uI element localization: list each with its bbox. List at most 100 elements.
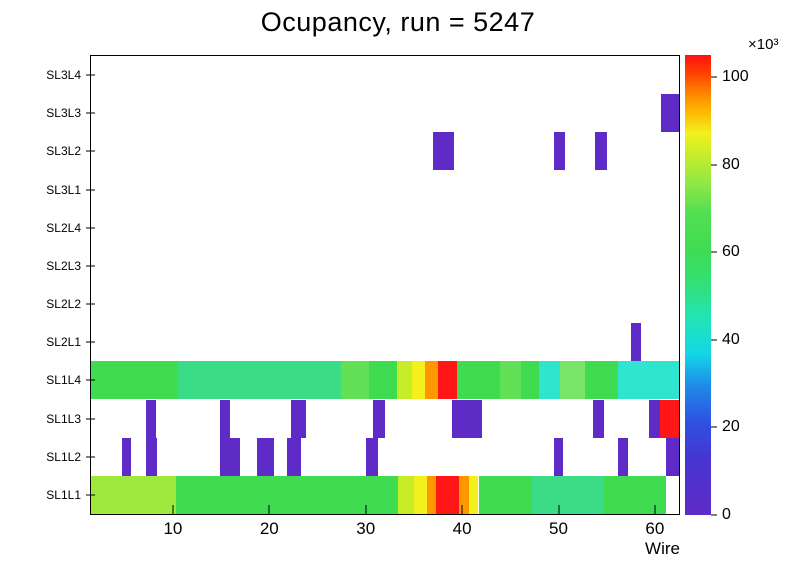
colorbar-multiplier: ×10³ [748, 36, 779, 53]
heatmap-cell [373, 399, 385, 438]
y-axis-label-sl1l3: SL1L3 [46, 411, 81, 426]
heatmap-cell [411, 361, 425, 400]
y-axis-tick [86, 303, 95, 305]
heatmap-cell [539, 361, 561, 400]
colorbar-tick [711, 76, 717, 78]
heatmap-cell [603, 475, 666, 514]
y-axis-tick [86, 456, 95, 458]
heatmap-cell [659, 399, 679, 438]
heatmap-cell [256, 437, 275, 476]
y-axis-label-sl2l4: SL2L4 [46, 220, 81, 235]
y-axis-tick [86, 112, 95, 114]
heatmap-cell [427, 475, 437, 514]
heatmap-cell [413, 475, 428, 514]
heatmap-cell [365, 437, 379, 476]
heatmap-cell [220, 437, 241, 476]
x-axis-tick-label: 40 [452, 519, 472, 538]
x-axis-tick [654, 505, 656, 514]
y-axis-tick [86, 189, 95, 191]
y-axis-tick [86, 341, 95, 343]
y-axis-label-sl1l4: SL1L4 [46, 373, 81, 388]
y-axis-label-sl3l1: SL3L1 [46, 182, 81, 197]
plot-area: SL1L1 SL1L2 SL1L3 SL1L4 SL2L1 SL2L2 SL2L3 SL2L4… [46, 55, 680, 538]
x-axis-tick-label: 10 [163, 519, 183, 538]
heatmap-cell [593, 399, 604, 438]
colorbar-tick [711, 514, 717, 516]
heatmap-cell [618, 437, 628, 476]
y-axis-label-sl3l4: SL3L4 [46, 68, 81, 83]
x-axis-tick [461, 505, 463, 514]
chart-title: Ocupancy, run = 5247 [260, 7, 536, 37]
y-axis-tick [86, 494, 95, 496]
heatmap-cell [177, 361, 341, 400]
colorbar-tick [711, 339, 717, 341]
y-axis-tick [86, 227, 95, 229]
x-axis-title: Wire [645, 539, 680, 558]
heatmap-cell [520, 361, 540, 400]
heatmap-cell [665, 437, 679, 476]
heatmap-cell [424, 361, 438, 400]
heatmap-cell [286, 437, 302, 476]
y-axis-label-sl3l2: SL3L2 [46, 144, 81, 159]
heatmap-cell [145, 437, 157, 476]
heatmap-cell [553, 437, 564, 476]
colorbar-tick-label: 80 [722, 155, 740, 173]
heatmap-cell [630, 323, 642, 362]
heatmap-cell [220, 399, 230, 438]
x-axis-tick [558, 505, 559, 514]
heatmap-cell [175, 475, 399, 514]
heatmap-cell [438, 361, 458, 400]
colorbar-tick [711, 164, 717, 166]
heatmap-cell [121, 437, 132, 476]
heatmap-cell [433, 132, 455, 171]
heatmap-cell [618, 361, 679, 400]
y-axis-label-sl1l1: SL1L1 [46, 487, 81, 502]
colorbar-gradient [685, 55, 711, 515]
colorbar-tick [711, 251, 717, 253]
heatmap-cell [436, 475, 460, 514]
heatmap-cell [91, 361, 178, 400]
heatmap-cell [478, 475, 532, 514]
y-axis-tick [86, 150, 95, 152]
heatmap-cell [91, 475, 176, 514]
colorbar-tick-label: 40 [722, 330, 740, 348]
y-axis-tick [86, 418, 95, 420]
colorbar-tick-label: 60 [722, 243, 740, 261]
heatmap-cell [595, 132, 607, 171]
heatmap-cell [649, 399, 660, 438]
heatmap-cell [340, 361, 369, 400]
heatmap-cell [468, 475, 479, 514]
x-axis-tick [172, 505, 174, 514]
heatmap-cell [660, 94, 679, 133]
heatmap-cell [584, 361, 619, 400]
x-axis-tick [268, 505, 270, 514]
y-axis-tick [86, 379, 95, 381]
x-axis-tick-label: 60 [645, 519, 665, 538]
x-axis-tick-label: 50 [549, 519, 568, 538]
heatmap-cell [531, 475, 604, 514]
heatmap-cell [291, 399, 306, 438]
y-axis-label-sl2l3: SL2L3 [46, 258, 81, 273]
heatmap-cell [396, 361, 412, 400]
colorbar-tick-label: 100 [722, 67, 749, 85]
y-axis-label-sl1l2: SL1L2 [46, 449, 81, 464]
colorbar-area: 0 20 40 60 80 100 [685, 55, 795, 523]
x-axis-tick [365, 505, 367, 514]
colorbar-tick-label: 20 [722, 418, 740, 436]
heatmap-cell [398, 475, 414, 514]
heatmap-cell [499, 361, 521, 400]
y-axis-tick [86, 74, 95, 76]
heatmap-cell [145, 399, 156, 438]
y-axis-label-sl2l2: SL2L2 [46, 297, 81, 312]
y-axis-tick [86, 265, 95, 267]
heatmap-cell [560, 361, 585, 400]
heatmap-cell [553, 132, 566, 171]
y-axis-label-sl2l1: SL2L1 [46, 335, 81, 350]
colorbar-tick-label: 0 [722, 506, 731, 523]
heatmap-cell [368, 361, 397, 400]
heatmap-cell [459, 475, 469, 514]
colorbar-tick [711, 426, 717, 428]
x-axis-tick-label: 30 [356, 519, 376, 538]
heatmap-cell [452, 399, 483, 438]
